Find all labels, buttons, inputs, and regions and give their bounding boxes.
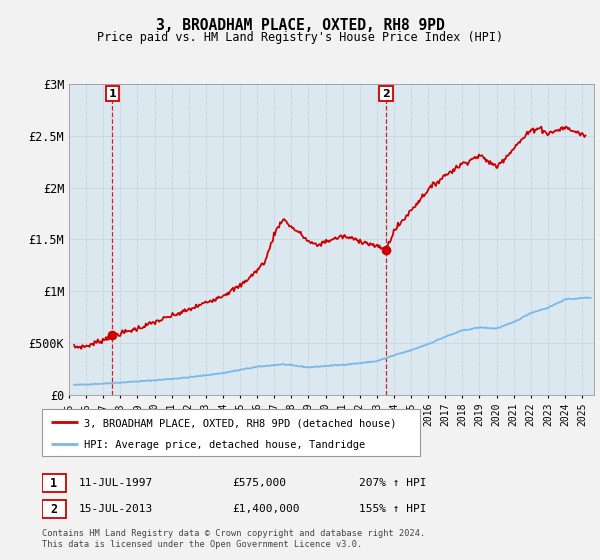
Text: £1,400,000: £1,400,000 [232,504,299,514]
Text: 15-JUL-2013: 15-JUL-2013 [79,504,153,514]
FancyBboxPatch shape [42,474,66,492]
Text: 1: 1 [109,88,116,99]
FancyBboxPatch shape [42,500,66,518]
FancyBboxPatch shape [42,409,420,456]
Text: £575,000: £575,000 [232,478,286,488]
Text: 2: 2 [382,88,390,99]
Text: Price paid vs. HM Land Registry's House Price Index (HPI): Price paid vs. HM Land Registry's House … [97,31,503,44]
Text: 2: 2 [50,502,58,516]
Text: 1: 1 [50,477,58,490]
Text: 3, BROADHAM PLACE, OXTED, RH8 9PD: 3, BROADHAM PLACE, OXTED, RH8 9PD [155,18,445,33]
Text: Contains HM Land Registry data © Crown copyright and database right 2024.
This d: Contains HM Land Registry data © Crown c… [42,529,425,549]
Text: 207% ↑ HPI: 207% ↑ HPI [359,478,426,488]
Text: 11-JUL-1997: 11-JUL-1997 [79,478,153,488]
Text: 155% ↑ HPI: 155% ↑ HPI [359,504,426,514]
Text: HPI: Average price, detached house, Tandridge: HPI: Average price, detached house, Tand… [83,440,365,450]
Text: 3, BROADHAM PLACE, OXTED, RH8 9PD (detached house): 3, BROADHAM PLACE, OXTED, RH8 9PD (detac… [83,418,396,428]
